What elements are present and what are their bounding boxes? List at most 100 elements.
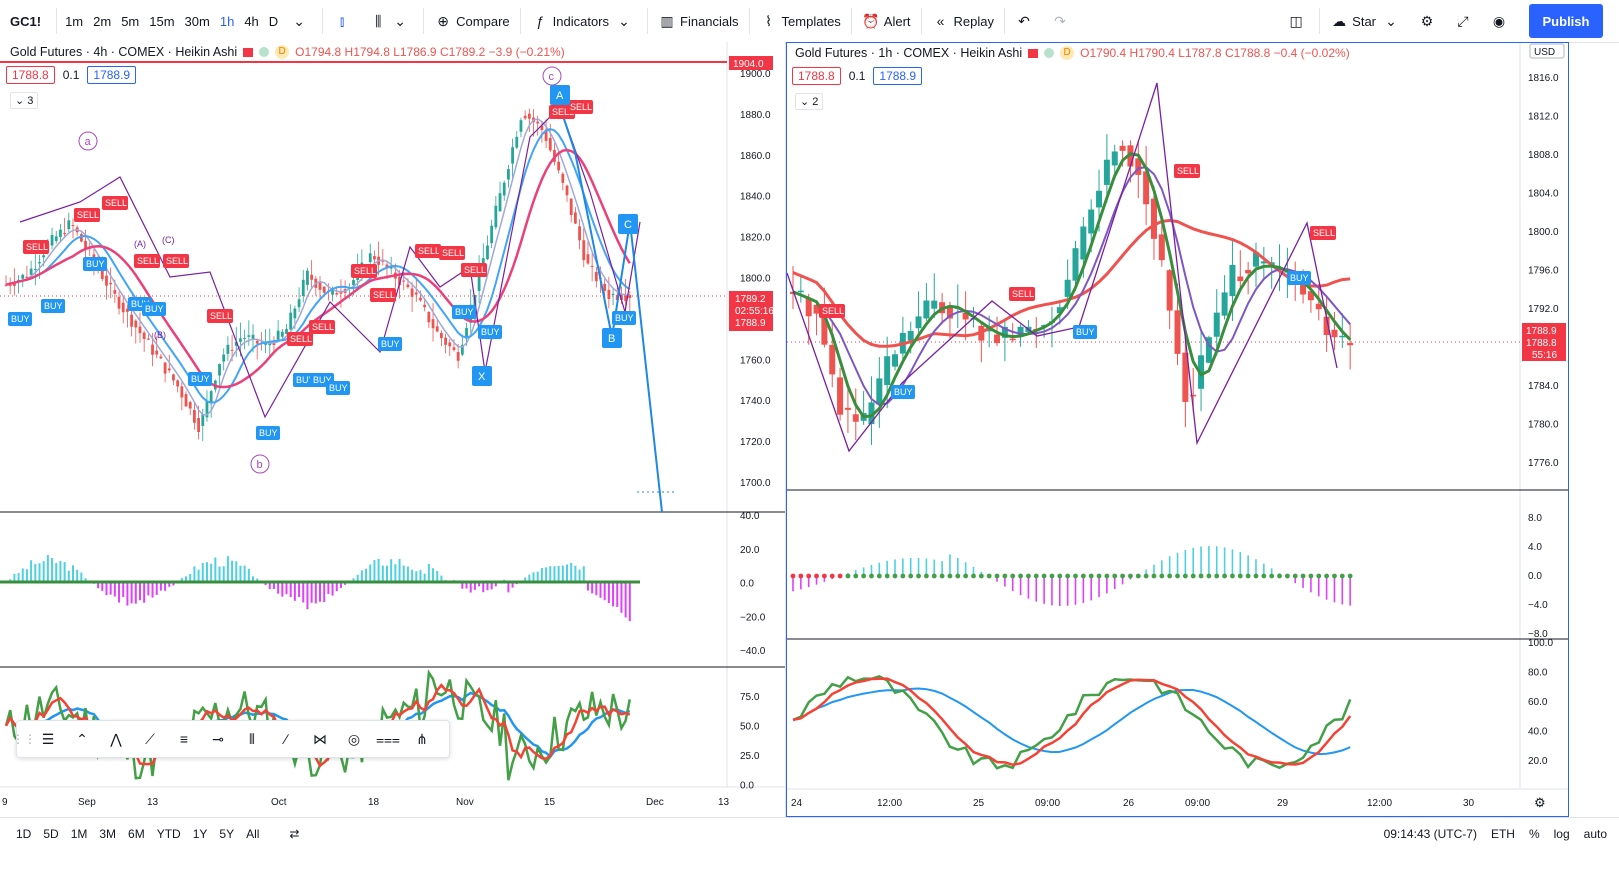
flag-icon[interactable] xyxy=(1028,48,1039,58)
interval-dropdown[interactable]: ⌄ xyxy=(283,0,319,42)
fullscreen-button[interactable]: ⤢ xyxy=(1447,0,1483,42)
bid-button[interactable]: 1788.8 xyxy=(6,66,55,84)
right-chart-canvas[interactable]: USD 1816.0 1812.0 1808.0 1804.0 1800.0 1796.0 1… xyxy=(787,43,1568,816)
alert-button[interactable]: ⏰ Alert xyxy=(855,0,918,42)
undo-button[interactable]: ↶ xyxy=(1008,0,1044,42)
interval-4h[interactable]: 4h xyxy=(244,13,259,29)
compare-label: Compare xyxy=(456,13,510,29)
candle-body xyxy=(494,205,498,228)
auto-toggle[interactable]: auto xyxy=(1583,827,1607,841)
bid-button[interactable]: 1788.8 xyxy=(792,67,841,85)
time-axis-label: Dec xyxy=(646,797,664,808)
candle-body xyxy=(146,338,150,340)
indicators-collapse-button[interactable]: ⌄ 2 xyxy=(795,93,824,110)
financials-button[interactable]: ▥ Financials xyxy=(651,0,746,42)
interval-30m[interactable]: 30m xyxy=(184,13,210,29)
left-title[interactable]: Gold Futures · 4h · COMEX · Heikin Ashi xyxy=(10,45,238,59)
right-title[interactable]: Gold Futures · 1h · COMEX · Heikin Ashi xyxy=(795,46,1023,60)
replay-button[interactable]: « Replay xyxy=(925,0,1001,42)
zero-dot xyxy=(931,573,937,579)
sell-signal-label: SELL xyxy=(26,242,48,252)
zero-dot xyxy=(1159,573,1165,579)
bar-style-button[interactable]: ⫾ xyxy=(326,0,362,42)
left-chart-canvas[interactable]: 1900.01880.01860.01840.01820.01800.01780… xyxy=(0,42,785,817)
zero-dot xyxy=(900,573,906,579)
sell-signal xyxy=(1310,226,1336,240)
candle-body xyxy=(222,354,226,362)
fib-retracement-icon[interactable]: ≡ xyxy=(179,731,189,747)
osc-axis-label: 20.0 xyxy=(740,545,760,556)
horizontal-lines-icon[interactable]: ☰ xyxy=(41,730,55,747)
fib-spiral-icon[interactable]: ◎ xyxy=(347,730,361,747)
range-3m[interactable]: 3M xyxy=(99,827,117,841)
session-toggle[interactable]: ETH xyxy=(1490,827,1515,841)
xabcd-pattern-icon[interactable]: ⋈ xyxy=(313,730,327,747)
clock[interactable]: 09:14:43 (UTC-7) xyxy=(1383,827,1477,841)
trend-angle-icon[interactable]: ∕ xyxy=(284,731,288,747)
interval-1m[interactable]: 1m xyxy=(65,13,84,29)
zero-dot xyxy=(853,573,859,579)
parallel-channel-icon[interactable]: ⩶ xyxy=(376,730,400,747)
redo-button[interactable]: ↷ xyxy=(1044,0,1080,42)
interval-15m[interactable]: 15m xyxy=(149,13,175,29)
range-6m[interactable]: 6M xyxy=(128,827,145,841)
long-position-icon[interactable]: ⦀ xyxy=(248,730,256,747)
rsi-signal-line xyxy=(792,687,1351,756)
candle-body xyxy=(138,326,142,334)
candle-body xyxy=(1307,291,1314,301)
sell-signal xyxy=(461,263,487,277)
candle-body xyxy=(523,115,527,119)
templates-button[interactable]: ⌇ Templates xyxy=(753,0,848,42)
chart-pane-right[interactable]: USD 1816.0 1812.0 1808.0 1804.0 1800.0 1796.0 1… xyxy=(786,42,1569,817)
range-1y[interactable]: 1Y xyxy=(192,827,208,841)
symbol-search[interactable]: GC1! xyxy=(10,13,42,29)
buy-signal xyxy=(256,426,280,440)
indicators-button[interactable]: ƒ Indicators ⌄ xyxy=(524,0,644,42)
price-axis-label: 1784.0 xyxy=(1528,381,1559,392)
rsi-axis-label: 50.0 xyxy=(740,722,760,733)
save-layout-button[interactable]: ☁ Star ⌄ xyxy=(1323,0,1411,42)
interval-5m[interactable]: 5m xyxy=(121,13,140,29)
publish-button[interactable]: Publish xyxy=(1529,4,1603,38)
range-5y[interactable]: 5Y xyxy=(219,827,235,841)
indicators-collapse-button[interactable]: ⌄ 3 xyxy=(10,92,39,109)
ask-button[interactable]: 1788.9 xyxy=(87,66,137,84)
range-1d[interactable]: 1D xyxy=(16,827,32,841)
divider xyxy=(423,8,425,34)
compare-button[interactable]: ⊕ Compare xyxy=(427,0,516,42)
range-all[interactable]: All xyxy=(246,827,260,841)
price-axis-label: 1796.0 xyxy=(1528,266,1559,277)
range-1m[interactable]: 1M xyxy=(70,827,88,841)
candle-body xyxy=(519,120,523,132)
trend-line-icon[interactable]: ⟋ xyxy=(145,730,155,747)
zero-dot xyxy=(814,573,819,579)
range-5d[interactable]: 5D xyxy=(43,827,59,841)
elliott-wave-icon[interactable]: ⋀ xyxy=(110,730,122,747)
ask-button[interactable]: 1788.9 xyxy=(873,67,923,85)
candle-body xyxy=(193,410,196,423)
time-axis-label: 30 xyxy=(1463,798,1475,809)
horizontal-ray-icon[interactable]: ⊸ xyxy=(212,730,224,747)
sell-signal-label: SELL xyxy=(1012,289,1034,299)
abc-pattern-icon[interactable]: ⌃ xyxy=(76,730,88,747)
drag-handle-icon[interactable]: ⋮⋮ xyxy=(12,732,36,746)
interval-1h[interactable]: 1h xyxy=(219,13,235,29)
flag-icon[interactable] xyxy=(243,47,254,57)
settings-button[interactable]: ⚙ xyxy=(1411,0,1447,42)
chart-type-button[interactable]: ⫼ ⌄ xyxy=(362,0,420,42)
range-ytd[interactable]: YTD xyxy=(156,827,181,841)
log-toggle[interactable]: log xyxy=(1553,827,1570,841)
percent-toggle[interactable]: % xyxy=(1528,827,1540,841)
candle-body xyxy=(578,226,581,241)
interval-d[interactable]: D xyxy=(268,13,279,29)
goto-date-icon[interactable]: ⇄ xyxy=(289,827,300,841)
layout-button[interactable]: ◫ xyxy=(1280,0,1316,42)
buy-signal xyxy=(478,325,502,339)
pitchfork-icon[interactable]: ⋔ xyxy=(416,730,428,747)
interval-2m[interactable]: 2m xyxy=(93,13,112,29)
wave-label: (C) xyxy=(162,235,175,245)
chart-pane-left[interactable]: 1900.01880.01860.01840.01820.01800.01780… xyxy=(0,42,786,817)
zero-dot xyxy=(821,573,827,579)
snapshot-button[interactable]: ◉ xyxy=(1483,0,1519,42)
candle-body xyxy=(167,368,171,371)
